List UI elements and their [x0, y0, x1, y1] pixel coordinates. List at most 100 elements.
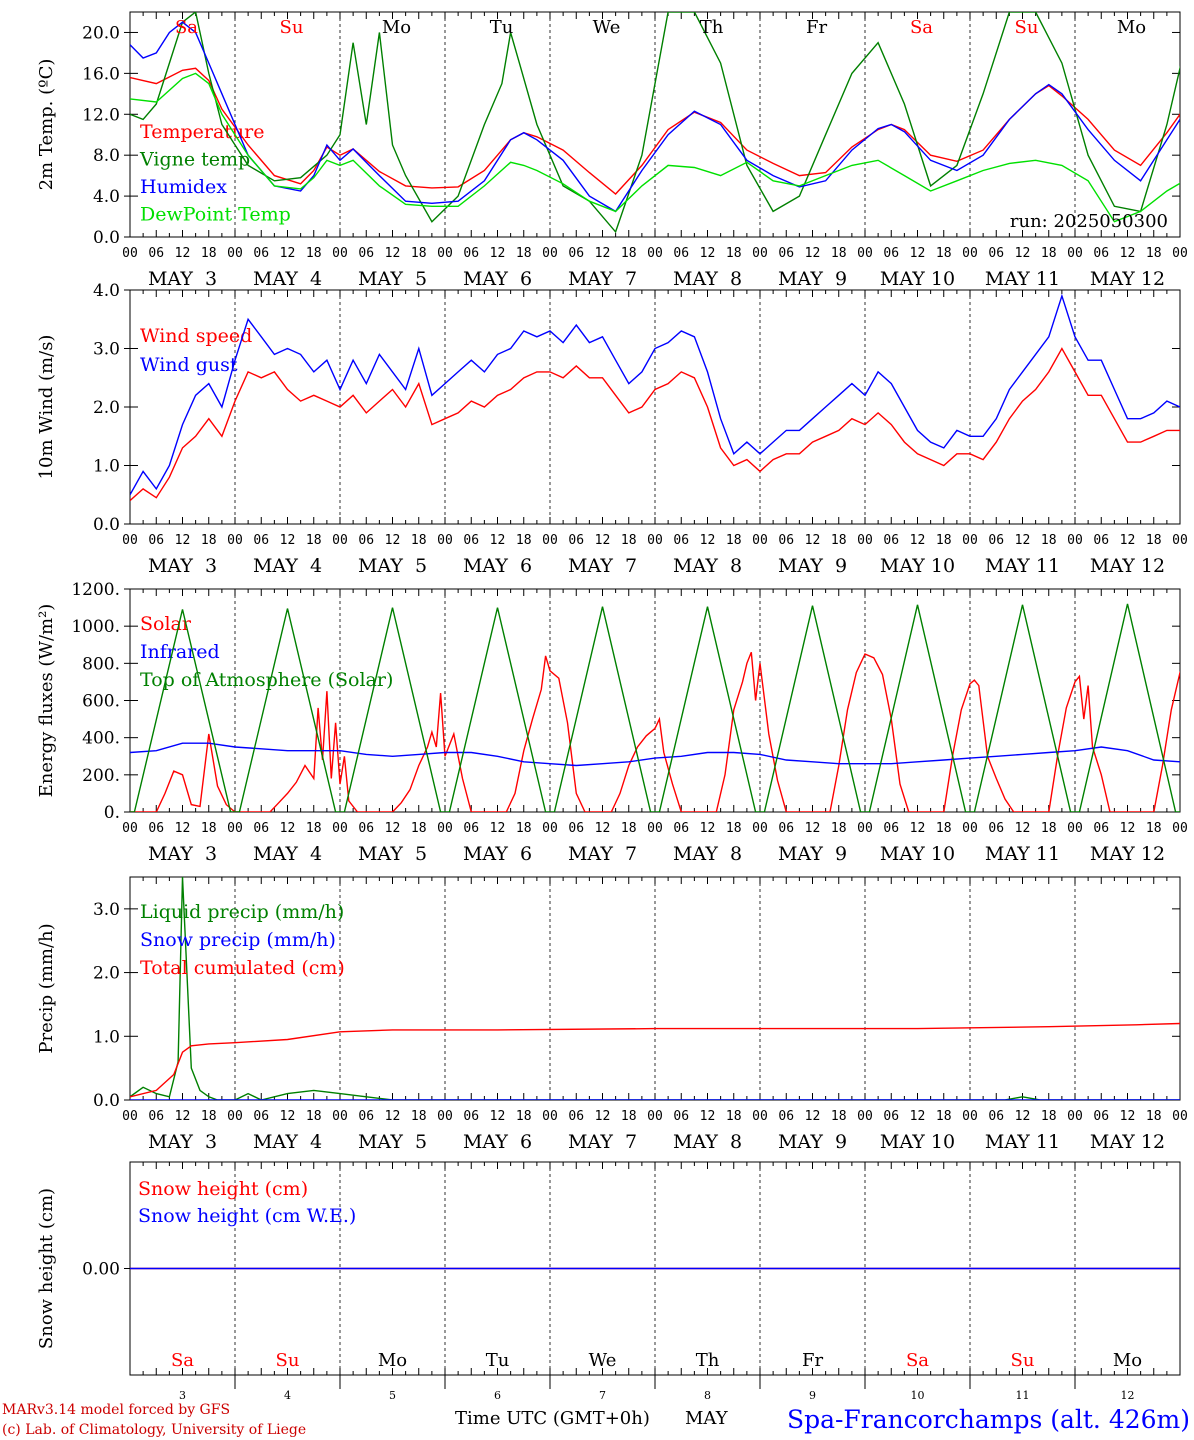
date-label: MAY 8	[673, 1131, 742, 1153]
hour-tick-label: 00	[962, 821, 978, 836]
hour-tick-label: 00	[332, 246, 348, 261]
y-tick-label: 600.	[82, 692, 120, 712]
hour-tick-label: 00	[227, 246, 243, 261]
hour-tick-label: 12	[385, 246, 401, 261]
hour-tick-label: 18	[1146, 533, 1162, 548]
hour-tick-label: 00	[1172, 246, 1188, 261]
y-axis-label: Precip (mm/h)	[36, 923, 57, 1053]
y-tick-label: 1.0	[93, 1027, 120, 1047]
lab-credit: (c) Lab. of Climatology, University of L…	[2, 1422, 306, 1438]
hour-tick-label: 00	[437, 246, 453, 261]
series-line-temp-2	[130, 21, 1180, 213]
hour-tick-label: 12	[1015, 1109, 1031, 1124]
hour-tick-label: 18	[516, 1109, 532, 1124]
legend-entry: Temperature	[140, 121, 264, 143]
hour-tick-label: 18	[201, 533, 217, 548]
legend-entry: Infrared	[140, 641, 220, 663]
day-of-week-label: Su	[1011, 1350, 1035, 1371]
y-tick-label: 800.	[82, 654, 120, 674]
hour-tick-label: 06	[568, 533, 584, 548]
y-axis-label: 2m Temp. (ºC)	[36, 59, 57, 191]
hour-tick-label: 00	[857, 246, 873, 261]
y-tick-label: 0.0	[93, 228, 120, 248]
hour-tick-label: 12	[700, 1109, 716, 1124]
hour-tick-label: 06	[673, 1109, 689, 1124]
day-number-label: 11	[1016, 1389, 1030, 1402]
hour-tick-label: 18	[621, 821, 637, 836]
legend-entry: DewPoint Temp	[140, 204, 291, 226]
hour-tick-label: 18	[1146, 821, 1162, 836]
date-label: MAY 6	[463, 555, 532, 577]
day-number-label: 9	[809, 1389, 816, 1402]
legend-entry: Solar	[140, 613, 192, 635]
hour-tick-label: 00	[752, 821, 768, 836]
hour-tick-label: 00	[1067, 1109, 1083, 1124]
day-of-week-label: Su	[276, 1350, 300, 1371]
y-tick-label: 4.0	[93, 281, 120, 301]
hour-tick-label: 12	[595, 533, 611, 548]
hour-tick-label: 06	[568, 1109, 584, 1124]
hour-tick-label: 12	[280, 246, 296, 261]
date-label: MAY 3	[148, 268, 217, 290]
hour-tick-label: 18	[411, 533, 427, 548]
day-of-week-label: Th	[700, 17, 724, 38]
legend-entry: Snow precip (mm/h)	[140, 929, 336, 951]
hour-tick-label: 18	[726, 1109, 742, 1124]
legend-entry: Top of Atmosphere (Solar)	[140, 669, 393, 691]
y-tick-label: 2.0	[93, 398, 120, 418]
date-label: MAY 10	[880, 555, 955, 577]
date-label: MAY 5	[358, 1131, 427, 1153]
hour-tick-label: 00	[332, 821, 348, 836]
hour-tick-label: 18	[1041, 533, 1057, 548]
legend-entry: Snow height (cm W.E.)	[138, 1205, 356, 1227]
hour-tick-label: 18	[1041, 821, 1057, 836]
date-label: MAY 10	[880, 1131, 955, 1153]
date-label: MAY 11	[985, 555, 1060, 577]
y-tick-label: 3.0	[93, 340, 120, 360]
day-of-week-label: We	[593, 17, 621, 38]
y-tick-label: 1200.	[71, 580, 120, 600]
date-label: MAY 4	[253, 268, 322, 290]
day-number-label: 12	[1121, 1389, 1135, 1402]
hour-tick-label: 06	[463, 533, 479, 548]
hour-tick-label: 06	[253, 246, 269, 261]
hour-tick-label: 12	[1015, 821, 1031, 836]
hour-tick-label: 06	[1093, 1109, 1109, 1124]
hour-tick-label: 06	[883, 1109, 899, 1124]
legend-entry: Wind gust	[140, 354, 238, 376]
day-of-week-label: Mo	[1113, 1350, 1142, 1371]
hour-tick-label: 18	[936, 821, 952, 836]
hour-tick-label: 06	[883, 533, 899, 548]
hour-tick-label: 18	[726, 533, 742, 548]
day-of-week-label: Fr	[806, 17, 827, 38]
hour-tick-label: 06	[253, 533, 269, 548]
hour-tick-label: 00	[752, 246, 768, 261]
hour-tick-label: 18	[411, 246, 427, 261]
day-number-label: 8	[704, 1389, 711, 1402]
hour-tick-label: 12	[805, 1109, 821, 1124]
hour-tick-label: 00	[542, 533, 558, 548]
y-tick-label: 20.0	[82, 23, 120, 43]
hour-tick-label: 12	[490, 1109, 506, 1124]
panel-energy: 0. 200. 400. 600. 800. 1000. 1200. Energy fluxe…	[36, 580, 1188, 865]
hour-tick-label: 12	[175, 821, 191, 836]
legend-entry: Liquid precip (mm/h)	[140, 901, 344, 923]
date-label: MAY 5	[358, 555, 427, 577]
hour-tick-label: 18	[1146, 1109, 1162, 1124]
hour-tick-label: 00	[227, 533, 243, 548]
hour-tick-label: 00	[962, 1109, 978, 1124]
hour-tick-label: 18	[411, 1109, 427, 1124]
hour-tick-label: 12	[385, 533, 401, 548]
hour-tick-label: 18	[621, 246, 637, 261]
hour-tick-label: 18	[516, 246, 532, 261]
day-of-week-label: Mo	[378, 1350, 407, 1371]
hour-tick-label: 18	[726, 246, 742, 261]
hour-tick-label: 06	[358, 533, 374, 548]
hour-tick-label: 00	[122, 821, 138, 836]
hour-tick-label: 12	[1120, 821, 1136, 836]
hour-tick-label: 12	[490, 821, 506, 836]
hour-tick-label: 18	[201, 821, 217, 836]
series-line-temp-3	[130, 72, 1180, 223]
day-number-label: 3	[179, 1389, 186, 1402]
hour-tick-label: 06	[358, 246, 374, 261]
